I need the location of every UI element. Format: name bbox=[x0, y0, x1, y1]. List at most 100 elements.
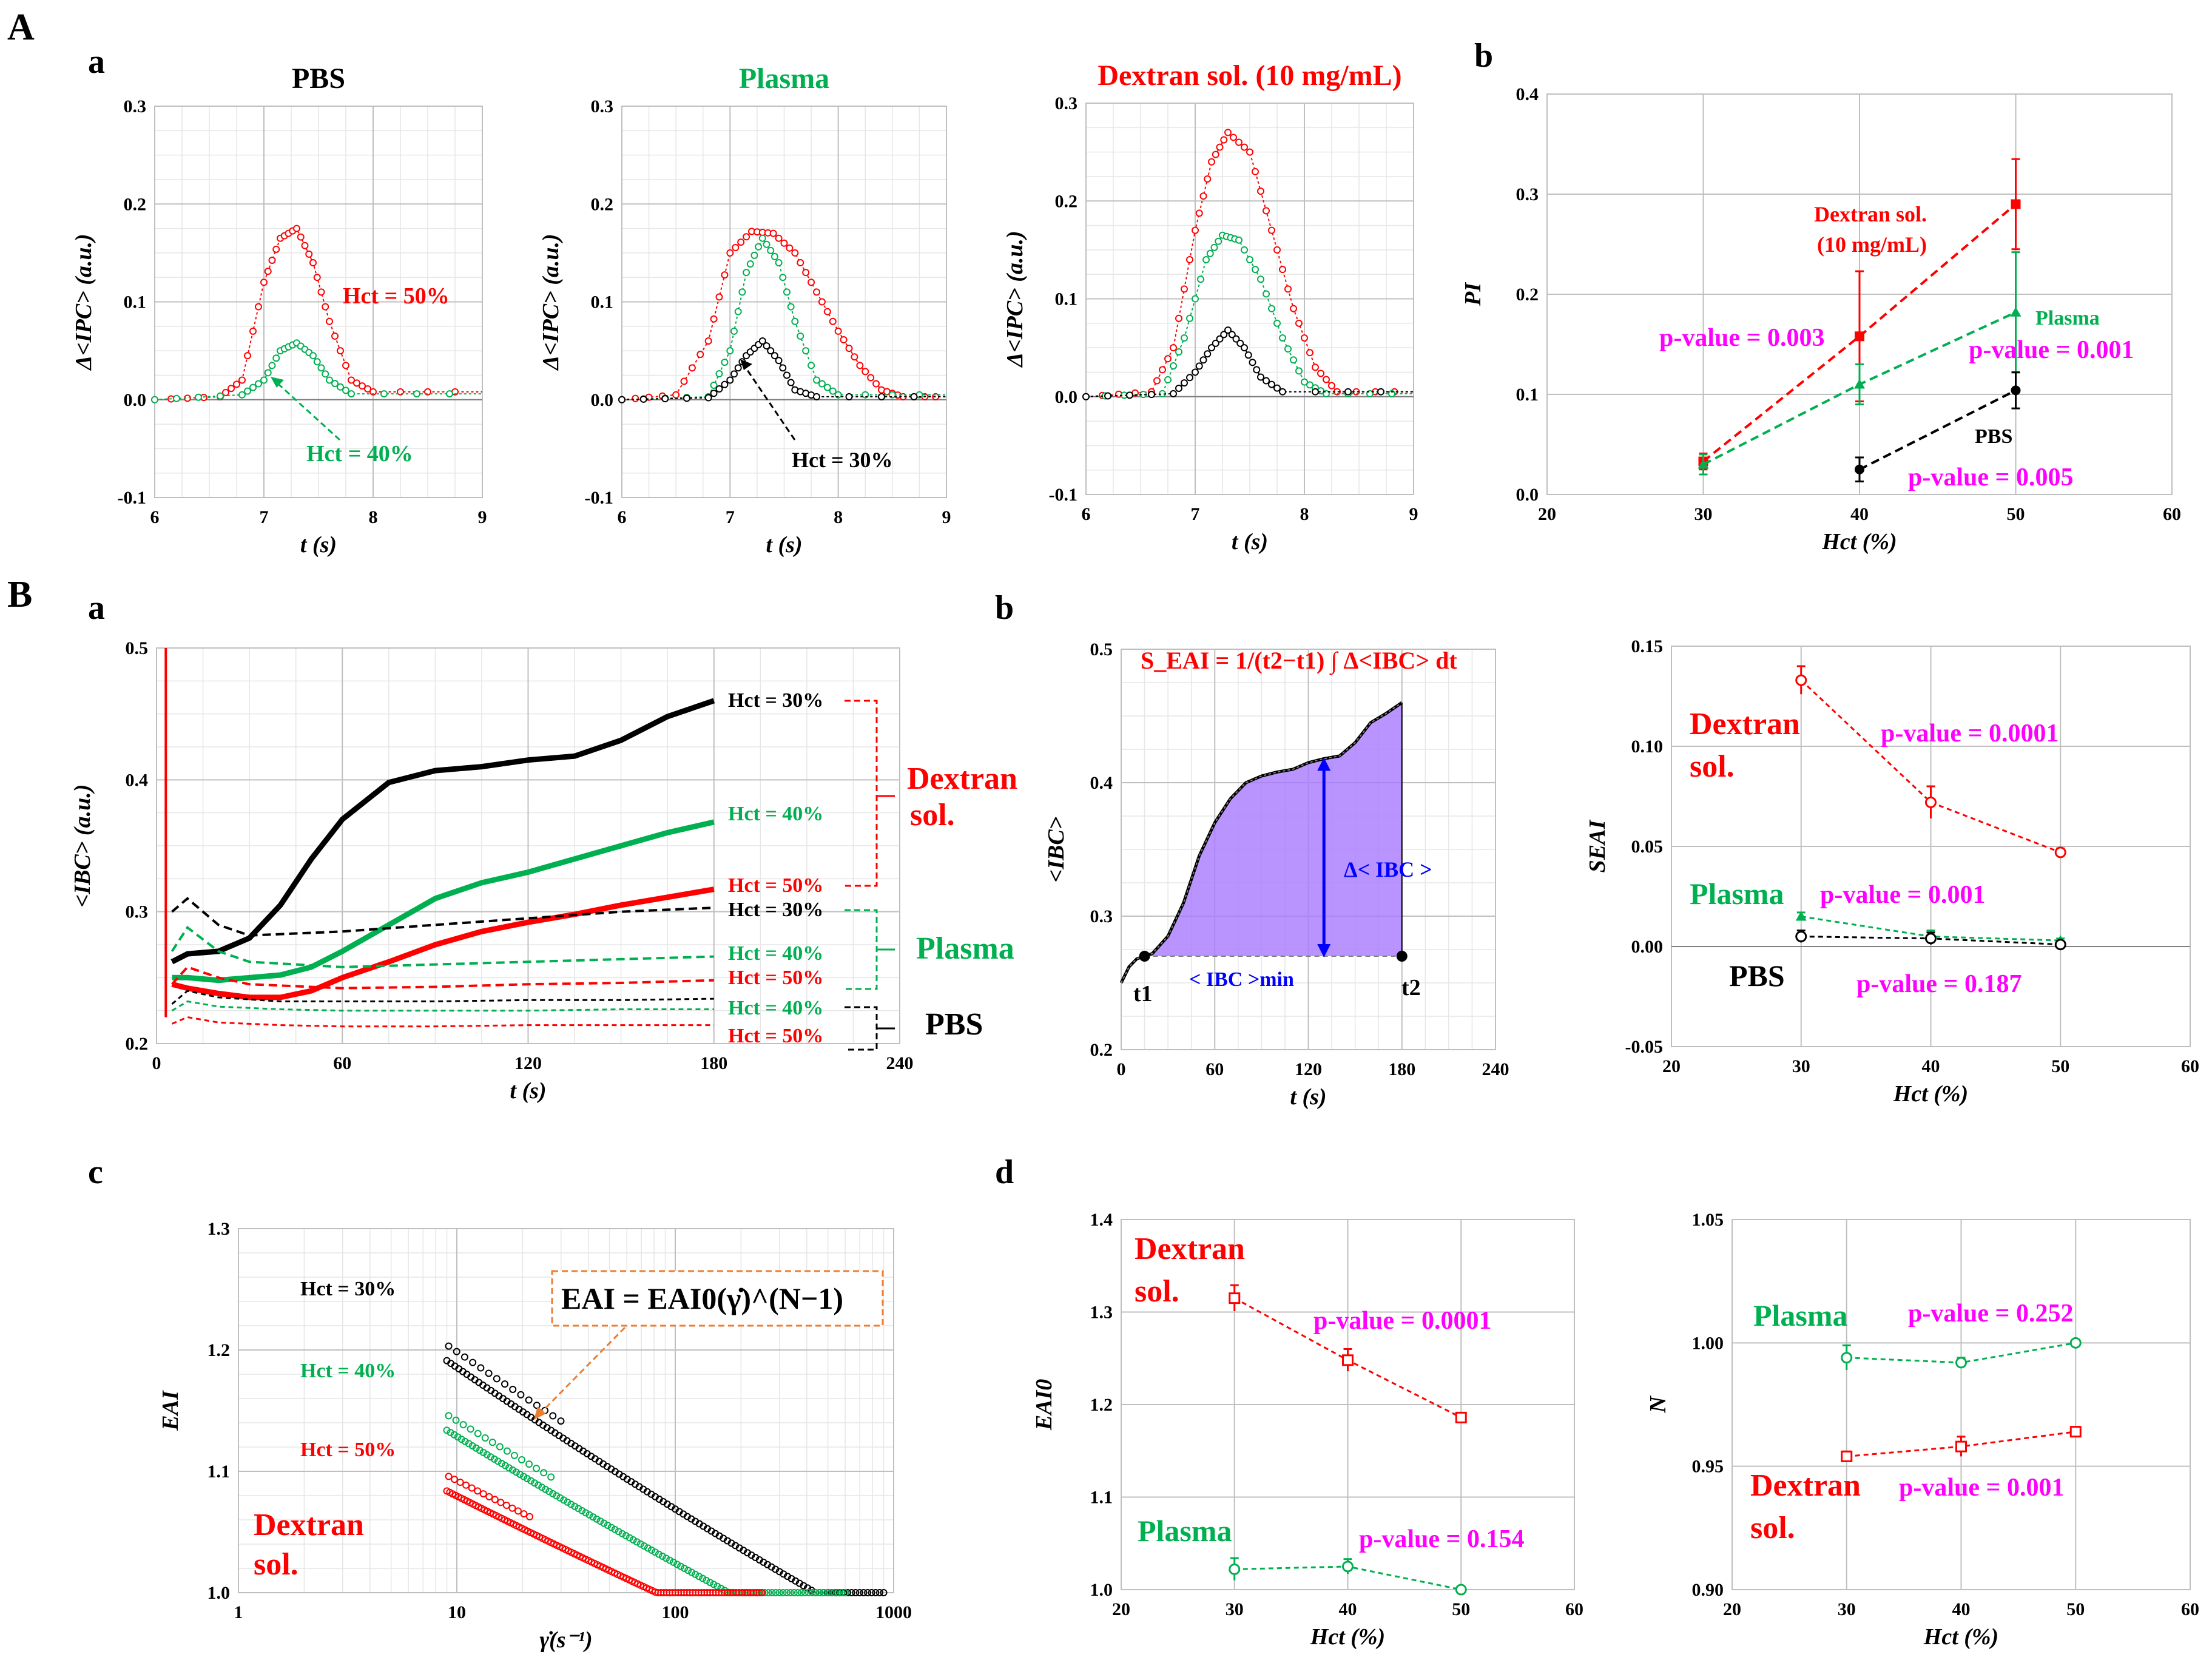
series-marker bbox=[1273, 319, 1281, 327]
y-tick-label: 0.0 bbox=[1055, 387, 1078, 407]
data-point bbox=[520, 1473, 528, 1480]
data-point bbox=[823, 1589, 831, 1596]
data-point bbox=[443, 1426, 451, 1434]
chart-aa1: 6 7 8 9 -0.1 0.0 0.1 0.2 0.3 t (s) Δ<IPC> (a.u.) PB… bbox=[71, 62, 487, 558]
series-marker bbox=[353, 379, 360, 387]
series-marker bbox=[313, 358, 321, 366]
x-tick-label: 6 bbox=[150, 507, 160, 527]
data-point bbox=[783, 1589, 791, 1596]
x-tick-label: 180 bbox=[1388, 1059, 1415, 1079]
x-tick-label: 0 bbox=[1117, 1059, 1126, 1079]
data-point bbox=[644, 1544, 652, 1552]
series-marker bbox=[1306, 381, 1313, 389]
y-tick-label: 1.1 bbox=[1090, 1488, 1113, 1508]
series-marker bbox=[1170, 362, 1177, 369]
data-point bbox=[508, 1504, 516, 1512]
annotation-pbs: PBS bbox=[1975, 425, 2012, 448]
series-marker bbox=[721, 271, 729, 279]
x-tick-label: 7 bbox=[260, 507, 269, 527]
series-marker bbox=[763, 240, 770, 248]
data-point bbox=[540, 1469, 548, 1477]
hct-label: Hct = 30% bbox=[728, 899, 823, 921]
series-marker bbox=[348, 376, 355, 384]
y-tick-label: 0.2 bbox=[591, 194, 614, 214]
data-point bbox=[1795, 674, 1807, 686]
x-tick-label: 9 bbox=[1409, 504, 1418, 524]
hct-label: Hct = 50% bbox=[300, 1439, 396, 1461]
series-marker bbox=[1252, 167, 1259, 175]
series-marker bbox=[1241, 344, 1248, 352]
y-tick-label: -0.1 bbox=[1049, 485, 1078, 505]
data-point bbox=[501, 1380, 509, 1388]
series-marker bbox=[293, 224, 300, 232]
data-point bbox=[860, 1589, 868, 1596]
data-point bbox=[607, 1523, 615, 1531]
y-axis-label: N bbox=[1645, 1395, 1671, 1414]
data-point bbox=[542, 1485, 550, 1493]
data-point bbox=[636, 1540, 644, 1548]
hct-label: Hct = 40% bbox=[728, 803, 823, 825]
data-point bbox=[1925, 796, 1937, 808]
x-axis-label: t (s) bbox=[1232, 529, 1268, 555]
series-marker bbox=[710, 390, 718, 397]
y-tick-label: -0.1 bbox=[585, 488, 614, 508]
annotation-p-value: p-value = 0.001 bbox=[1820, 881, 1985, 909]
data-point bbox=[768, 1589, 776, 1596]
series-marker bbox=[783, 371, 791, 379]
x-tick-label: 0 bbox=[152, 1053, 161, 1073]
y-tick-label: 0.2 bbox=[1055, 191, 1078, 211]
data-point bbox=[476, 1446, 484, 1454]
annotation-dextran: Dextran sol. bbox=[1814, 202, 1927, 226]
series-marker bbox=[1232, 335, 1240, 343]
y-tick-label: 0.3 bbox=[591, 96, 614, 116]
series-marker bbox=[721, 359, 729, 366]
arrow-head bbox=[1317, 944, 1331, 957]
series-marker bbox=[862, 368, 869, 376]
series-marker bbox=[743, 233, 750, 241]
series-marker bbox=[878, 393, 885, 400]
data-point bbox=[487, 1453, 494, 1461]
series-marker bbox=[783, 288, 791, 296]
series-marker bbox=[1148, 391, 1155, 399]
series-marker bbox=[1241, 246, 1248, 254]
series-marker bbox=[1257, 275, 1264, 283]
series-marker bbox=[309, 352, 317, 360]
annotation-plasma: Plasma bbox=[1690, 877, 1784, 911]
series-marker bbox=[268, 256, 276, 264]
x-axis-label: t (s) bbox=[300, 532, 337, 558]
data-point bbox=[525, 1396, 533, 1404]
series-marker bbox=[1186, 314, 1193, 322]
series-marker bbox=[1192, 368, 1199, 376]
arrow-head bbox=[271, 377, 284, 388]
series-marker bbox=[1257, 187, 1264, 195]
series-marker bbox=[683, 394, 690, 402]
x-tick-label: 120 bbox=[514, 1053, 542, 1073]
series-marker bbox=[715, 370, 723, 378]
series-marker bbox=[1186, 374, 1193, 382]
data-point bbox=[474, 1429, 482, 1437]
data-point bbox=[445, 1412, 453, 1420]
y-axis-label: EAI0 bbox=[1031, 1379, 1057, 1431]
data-point bbox=[658, 1552, 666, 1560]
series-marker bbox=[1268, 226, 1275, 234]
data-point bbox=[758, 1589, 766, 1596]
annotation-p-value: p-value = 0.0001 bbox=[1881, 720, 2059, 747]
x-tick-label: 8 bbox=[369, 507, 378, 527]
chart-aa3: 6 7 8 9 -0.1 0.0 0.1 0.2 0.3 t (s) Δ<IPC> (a.u.) De… bbox=[1002, 59, 1418, 555]
series-marker bbox=[272, 354, 280, 362]
data-point bbox=[549, 1490, 557, 1497]
data-point bbox=[582, 1509, 590, 1517]
y-axis-label: PI bbox=[1460, 282, 1486, 306]
data-point bbox=[451, 1476, 459, 1483]
series-marker bbox=[342, 362, 349, 369]
series-marker bbox=[1181, 285, 1188, 293]
x-tick-label: 30 bbox=[1694, 504, 1713, 524]
data-point bbox=[453, 1348, 460, 1355]
data-point bbox=[2069, 1337, 2082, 1349]
y-tick-label: 0.2 bbox=[124, 194, 147, 214]
chart-bb1: 0 60 120 180 240 0.2 0.3 0.4 0.5 t (s) <IBC> Δ< IBC… bbox=[1044, 639, 1509, 1110]
series-marker bbox=[1082, 393, 1090, 400]
chart-ba: 0 60 120 180 240 0.2 0.3 0.4 0.5 t (s) <IBC> (a.u.… bbox=[70, 638, 1017, 1104]
annotation-dextran: Dextran bbox=[254, 1508, 364, 1542]
data-point bbox=[452, 1416, 460, 1424]
